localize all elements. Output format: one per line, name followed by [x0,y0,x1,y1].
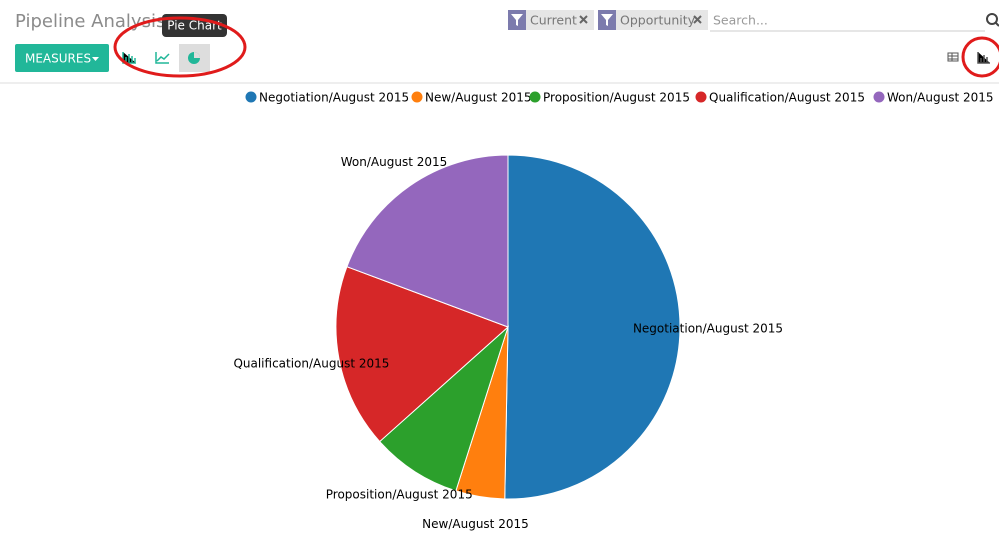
slice-label: New/August 2015 [422,517,529,531]
legend-label: New/August 2015 [425,91,532,105]
legend-label: Negotiation/August 2015 [259,91,409,105]
tooltip-text: Pie Chart [167,19,222,33]
filter-facet[interactable]: Opportunity [598,10,708,30]
graph-view-button[interactable] [977,52,990,64]
annotation-circle [961,36,999,78]
legend-label: Qualification/August 2015 [709,91,865,105]
chart: Negotiation/August 2015 New/August 2015 Pr… [233,91,993,531]
search-input[interactable]: Search... [713,13,768,28]
slice-label: Qualification/August 2015 [233,356,389,370]
facet-box [526,10,594,30]
caret [92,57,99,61]
funnel-icon [511,14,523,26]
slice-label: Negotiation/August 2015 [633,321,783,335]
pie-slice [346,154,509,328]
legend-swatch [873,91,885,103]
funnel-icon [601,14,613,26]
measures-button[interactable] [15,44,109,72]
legend-label: Won/August 2015 [887,91,994,105]
page-title: Pipeline Analysis [15,11,165,32]
legend-swatch [411,91,423,103]
legend-swatch [245,91,257,103]
line-chart-button[interactable] [155,52,170,64]
facet-label: Opportunity [620,13,696,28]
pie-slice [378,325,510,492]
remove-icon[interactable] [693,15,702,24]
pie-slice [335,266,509,443]
facet-box [616,10,708,30]
legend-label: Proposition/August 2015 [543,91,690,105]
pie-icon [188,52,200,64]
annotation-ellipse [113,16,247,78]
legend-swatch [695,91,707,103]
bar-chart-button[interactable] [122,52,136,64]
pie-slice [504,154,681,500]
slice-label: Won/August 2015 [341,155,448,169]
slice-label: Proposition/August 2015 [326,487,473,501]
facet-label: Current [530,13,577,28]
tooltip [162,14,227,37]
measures-label: MEASURES [25,52,91,66]
filter-facet[interactable]: Current [508,10,594,30]
legend-swatch [529,91,541,103]
remove-icon[interactable] [579,15,588,24]
pivot-view-button[interactable] [947,52,959,62]
